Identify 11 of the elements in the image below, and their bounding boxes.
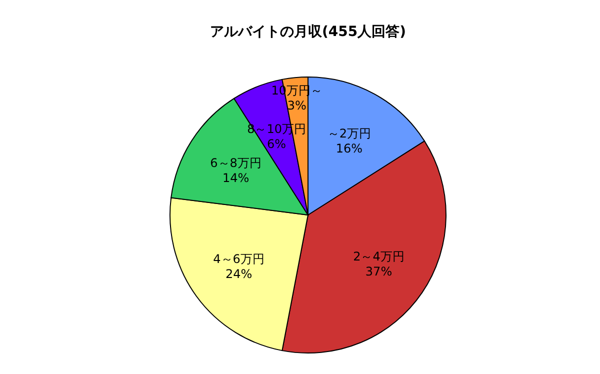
data-label: 37% xyxy=(365,264,392,279)
slice-label: 6～8万円 xyxy=(210,156,262,170)
data-label: 3% xyxy=(287,98,306,112)
data-label: 24% xyxy=(225,266,252,281)
slice-label: 4～6万円 xyxy=(213,252,264,266)
data-label: 6% xyxy=(266,137,286,152)
data-label: 16% xyxy=(336,142,363,156)
slice-label: ～2万円 xyxy=(327,126,372,141)
chart-title: アルバイトの月収(455人回答) xyxy=(210,24,406,40)
slice-label: 2～4万円 xyxy=(353,250,404,264)
data-label: 14% xyxy=(222,170,250,185)
